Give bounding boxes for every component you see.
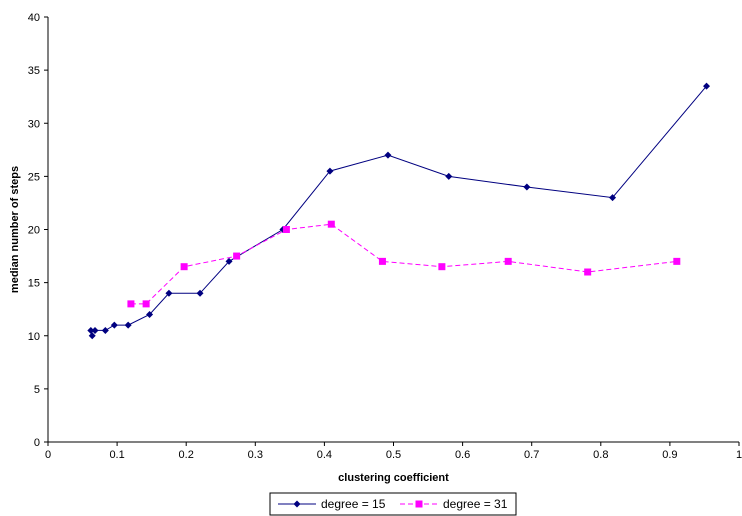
x-tick-label: 1 bbox=[736, 449, 742, 461]
series-line bbox=[130, 223, 677, 305]
data-point bbox=[384, 151, 392, 159]
data-point bbox=[180, 263, 188, 271]
data-point bbox=[609, 194, 617, 202]
x-tick-label: 0.8 bbox=[593, 449, 608, 461]
data-point bbox=[378, 257, 386, 265]
x-tick-label: 0.7 bbox=[524, 449, 539, 461]
y-tick-label: 5 bbox=[34, 384, 40, 396]
data-point bbox=[327, 220, 335, 228]
y-tick-label: 10 bbox=[28, 331, 40, 343]
x-axis-title: clustering coefficient bbox=[338, 472, 449, 484]
data-point bbox=[584, 268, 592, 276]
data-point bbox=[146, 311, 154, 318]
x-tick-label: 0.3 bbox=[248, 449, 263, 461]
series-layer bbox=[87, 82, 711, 340]
data-point bbox=[233, 252, 241, 260]
series-1 bbox=[87, 82, 711, 340]
x-tick-label: 0 bbox=[45, 449, 51, 461]
y-tick-label: 30 bbox=[28, 118, 40, 130]
x-tick-label: 0.2 bbox=[179, 449, 194, 461]
legend: degree = 15 degree = 31 bbox=[269, 492, 517, 516]
x-axis: 0 0.1 0.2 0.3 0.4 0.5 0.6 0.7 0.8 0.9 1 bbox=[45, 441, 742, 461]
data-point bbox=[110, 321, 118, 329]
data-point bbox=[142, 300, 150, 308]
x-tick-label: 0.4 bbox=[317, 449, 332, 461]
y-tick-label: 40 bbox=[28, 12, 40, 24]
legend-marker bbox=[293, 500, 301, 508]
data-point bbox=[445, 172, 453, 180]
y-tick-label: 20 bbox=[28, 225, 40, 237]
x-tick-label: 0.5 bbox=[386, 449, 401, 461]
data-point bbox=[91, 326, 99, 334]
data-point bbox=[225, 257, 233, 265]
data-point bbox=[124, 321, 132, 329]
data-point bbox=[673, 257, 681, 265]
data-point bbox=[438, 263, 446, 271]
y-axis-title: median number of steps bbox=[9, 166, 21, 293]
y-tick-label: 15 bbox=[28, 278, 40, 290]
y-tick-label: 25 bbox=[28, 171, 40, 183]
data-point bbox=[87, 326, 95, 334]
legend-box bbox=[269, 492, 517, 516]
series-line bbox=[90, 85, 707, 336]
data-point bbox=[703, 82, 711, 90]
data-point bbox=[88, 332, 96, 340]
data-point bbox=[282, 226, 290, 233]
data-point bbox=[101, 326, 109, 334]
data-point bbox=[523, 183, 531, 191]
x-tick-label: 0.9 bbox=[662, 449, 677, 461]
x-tick-label: 0.1 bbox=[109, 449, 124, 461]
y-axis: 0 5 10 15 20 25 30 35 40 bbox=[28, 12, 49, 449]
x-tick-label: 0.6 bbox=[455, 449, 470, 461]
data-point bbox=[165, 289, 173, 297]
data-point bbox=[127, 300, 135, 308]
data-point bbox=[326, 167, 334, 175]
legend-label: degree = 15 bbox=[321, 497, 386, 511]
series-2 bbox=[127, 220, 681, 308]
legend-marker bbox=[415, 500, 423, 508]
data-point bbox=[196, 289, 204, 297]
y-tick-label: 35 bbox=[28, 65, 40, 77]
legend-label: degree = 31 bbox=[443, 497, 508, 511]
y-tick-label: 0 bbox=[34, 437, 40, 449]
data-point bbox=[504, 257, 512, 265]
